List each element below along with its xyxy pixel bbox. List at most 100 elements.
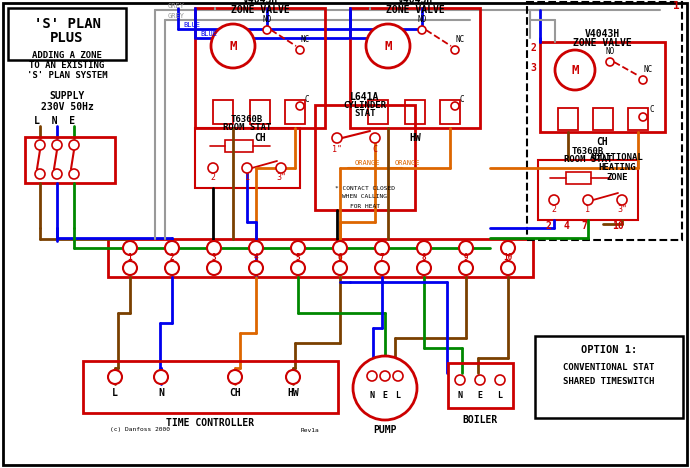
Circle shape: [375, 261, 389, 275]
Text: 1: 1: [586, 205, 591, 214]
Text: 230V 50Hz: 230V 50Hz: [41, 102, 93, 112]
Text: CONVENTIONAL STAT: CONVENTIONAL STAT: [563, 364, 655, 373]
Circle shape: [617, 195, 627, 205]
Circle shape: [501, 241, 515, 255]
Text: 10: 10: [504, 254, 513, 263]
Circle shape: [475, 375, 485, 385]
Text: CH: CH: [254, 133, 266, 143]
Circle shape: [333, 261, 347, 275]
Text: TO AN EXISTING: TO AN EXISTING: [30, 61, 105, 71]
Bar: [535, 336, 683, 418]
Circle shape: [35, 169, 45, 179]
Text: N: N: [370, 392, 375, 401]
Text: PLUS: PLUS: [50, 31, 83, 45]
Circle shape: [459, 261, 473, 275]
Circle shape: [639, 113, 647, 121]
Text: C: C: [373, 146, 377, 154]
Text: 2: 2: [530, 43, 536, 53]
Text: ORANGE: ORANGE: [355, 160, 380, 166]
Circle shape: [366, 24, 410, 68]
Bar: [195, 128, 300, 188]
Text: GREY: GREY: [168, 13, 185, 19]
Bar: [8, 8, 126, 60]
Circle shape: [332, 133, 342, 143]
Text: M: M: [229, 39, 237, 52]
Circle shape: [555, 50, 595, 90]
Bar: [628, 108, 648, 130]
Text: NO: NO: [605, 47, 615, 57]
Bar: [315, 105, 415, 210]
Text: ZONE VALVE: ZONE VALVE: [573, 38, 631, 48]
Text: 3": 3": [617, 205, 627, 214]
Text: 1: 1: [244, 174, 250, 183]
Text: ZONE: ZONE: [607, 174, 628, 183]
Text: 3": 3": [276, 174, 286, 183]
Text: 4: 4: [254, 254, 258, 263]
Text: L: L: [112, 388, 118, 398]
Circle shape: [208, 163, 218, 173]
Bar: [350, 8, 480, 128]
Bar: [195, 8, 325, 128]
Text: M: M: [384, 39, 392, 52]
Circle shape: [249, 241, 263, 255]
Text: L641A: L641A: [351, 92, 380, 102]
Circle shape: [249, 261, 263, 275]
Text: 7: 7: [380, 254, 384, 263]
Text: * CONTACT CLOSED: * CONTACT CLOSED: [335, 185, 395, 190]
Text: GREY: GREY: [168, 3, 185, 9]
Bar: [448, 363, 513, 408]
Circle shape: [451, 102, 459, 110]
Circle shape: [69, 169, 79, 179]
Text: ADDITIONAL: ADDITIONAL: [590, 154, 644, 162]
Text: T6360B: T6360B: [231, 116, 263, 124]
Text: Rev1a: Rev1a: [301, 427, 319, 432]
Text: HW: HW: [409, 133, 421, 143]
Text: V4043H: V4043H: [584, 29, 620, 39]
Text: M: M: [571, 64, 579, 76]
Bar: [83, 361, 338, 413]
Text: CH: CH: [229, 388, 241, 398]
Circle shape: [417, 241, 431, 255]
Text: 2: 2: [545, 221, 551, 231]
Text: N: N: [158, 388, 164, 398]
Circle shape: [583, 195, 593, 205]
Text: E: E: [477, 392, 482, 401]
Circle shape: [370, 133, 380, 143]
Text: (c) Danfoss 2000: (c) Danfoss 2000: [110, 427, 170, 432]
Circle shape: [123, 261, 137, 275]
Circle shape: [165, 261, 179, 275]
Text: L: L: [395, 392, 400, 401]
Circle shape: [495, 375, 505, 385]
Text: 3: 3: [212, 254, 216, 263]
Text: 2: 2: [551, 205, 557, 214]
Text: 8: 8: [422, 254, 426, 263]
Text: C: C: [650, 105, 654, 115]
Circle shape: [353, 356, 417, 420]
Text: WHEN CALLING: WHEN CALLING: [342, 195, 388, 199]
Circle shape: [375, 241, 389, 255]
Circle shape: [501, 261, 515, 275]
Circle shape: [549, 195, 559, 205]
Text: V4043H: V4043H: [242, 0, 277, 5]
Text: SUPPLY: SUPPLY: [50, 91, 85, 101]
Circle shape: [333, 241, 347, 255]
Text: HEATING: HEATING: [598, 163, 635, 173]
Circle shape: [417, 261, 431, 275]
Text: SHARED TIMESWITCH: SHARED TIMESWITCH: [563, 378, 655, 387]
Text: NO: NO: [262, 15, 272, 24]
Text: CH: CH: [596, 137, 608, 147]
Circle shape: [154, 370, 168, 384]
Text: ORANGE: ORANGE: [395, 160, 420, 166]
Bar: [285, 100, 305, 124]
Text: CYLINDER: CYLINDER: [344, 101, 386, 110]
Bar: [593, 108, 613, 130]
Circle shape: [52, 140, 62, 150]
Circle shape: [263, 26, 271, 34]
Bar: [538, 160, 638, 220]
Circle shape: [228, 370, 242, 384]
Text: C: C: [460, 95, 464, 104]
Circle shape: [606, 58, 614, 66]
Text: 2: 2: [170, 254, 175, 263]
Circle shape: [35, 140, 45, 150]
Circle shape: [291, 241, 305, 255]
